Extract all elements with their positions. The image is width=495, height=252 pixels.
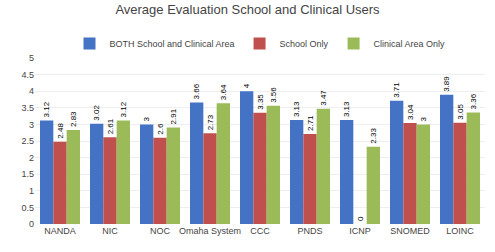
svg-text:2.83: 2.83 — [69, 111, 78, 127]
svg-text:NIC: NIC — [102, 226, 118, 236]
svg-text:PNDS: PNDS — [297, 226, 322, 236]
svg-text:School Only: School Only — [280, 39, 329, 49]
svg-text:2.71: 2.71 — [306, 115, 315, 131]
svg-text:Average Evaluation School and: Average Evaluation School and Clinical U… — [115, 2, 380, 17]
svg-text:0: 0 — [29, 219, 34, 229]
svg-text:3.13: 3.13 — [292, 101, 301, 117]
svg-text:3.12: 3.12 — [42, 101, 51, 117]
svg-text:3.5: 3.5 — [21, 103, 34, 113]
svg-text:3.35: 3.35 — [256, 94, 265, 110]
svg-text:1: 1 — [29, 186, 34, 196]
svg-text:ICNP: ICNP — [349, 226, 371, 236]
svg-text:4.5: 4.5 — [21, 70, 34, 80]
svg-text:3: 3 — [419, 116, 428, 121]
svg-text:Omaha System: Omaha System — [179, 226, 241, 236]
svg-text:SNOMED: SNOMED — [390, 226, 430, 236]
svg-text:3.02: 3.02 — [92, 105, 101, 121]
svg-text:3: 3 — [29, 120, 34, 130]
svg-text:2.6: 2.6 — [156, 123, 165, 135]
svg-text:2.73: 2.73 — [206, 114, 215, 130]
svg-text:1.5: 1.5 — [21, 169, 34, 179]
svg-text:3.66: 3.66 — [192, 83, 201, 99]
svg-text:3.71: 3.71 — [392, 82, 401, 98]
svg-text:3.04: 3.04 — [406, 104, 415, 120]
svg-text:Clinical Area Only: Clinical Area Only — [374, 39, 446, 49]
svg-text:2.48: 2.48 — [56, 123, 65, 139]
svg-text:2: 2 — [29, 153, 34, 163]
svg-text:0.5: 0.5 — [21, 203, 34, 213]
svg-text:3: 3 — [142, 116, 151, 121]
svg-text:2.5: 2.5 — [21, 136, 34, 146]
svg-text:NOC: NOC — [150, 226, 171, 236]
svg-text:3.13: 3.13 — [342, 101, 351, 117]
svg-text:0: 0 — [356, 216, 365, 221]
svg-text:LOINC: LOINC — [446, 226, 474, 236]
svg-text:2.33: 2.33 — [369, 128, 378, 144]
svg-text:3.64: 3.64 — [219, 84, 228, 100]
svg-text:3.56: 3.56 — [269, 87, 278, 103]
svg-text:3.89: 3.89 — [442, 76, 451, 92]
svg-text:BOTH School and Clinical Area: BOTH School and Clinical Area — [110, 39, 235, 49]
svg-text:3.12: 3.12 — [119, 101, 128, 117]
svg-text:3.47: 3.47 — [319, 90, 328, 106]
svg-text:3.36: 3.36 — [469, 93, 478, 109]
svg-text:4: 4 — [29, 86, 34, 96]
svg-text:4: 4 — [242, 83, 251, 88]
svg-text:2.91: 2.91 — [169, 108, 178, 124]
svg-text:CCC: CCC — [250, 226, 270, 236]
svg-text:5: 5 — [29, 53, 34, 63]
svg-text:3.05: 3.05 — [456, 104, 465, 120]
svg-text:2.61: 2.61 — [106, 118, 115, 134]
svg-text:NANDA: NANDA — [44, 226, 76, 236]
